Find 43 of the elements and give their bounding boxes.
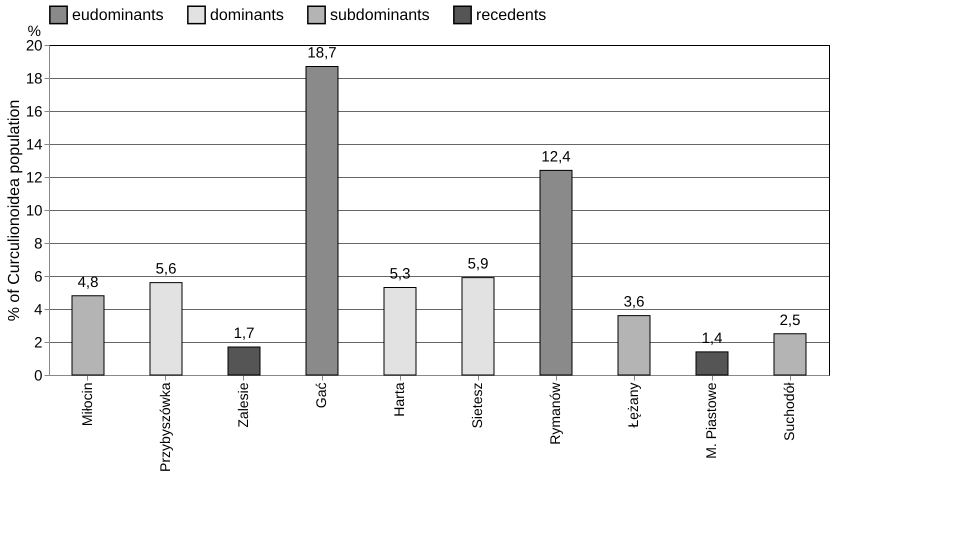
data-label: 18,7 [307,44,337,62]
text: % [28,23,41,40]
x-tick-label: Zalesie [235,382,251,428]
x-tick-label: Rymanów [547,382,563,445]
legend-label: recedents [476,6,546,24]
x-tick-label: M. Piastowe [703,382,719,459]
y-tick-label: 14 [26,136,42,154]
y-tick-label: 4 [34,302,42,318]
y-tick-label: 6 [34,268,42,286]
legend-label: dominants [210,6,284,24]
y-tick-label: 0 [34,368,42,384]
y-tick-label: 16 [26,104,42,120]
bar [384,287,416,376]
x-tick-label: Miłocin [79,382,95,426]
legend-label: eudominants [72,6,164,24]
x-tick-label: Gać [313,382,329,408]
legend-label: subdominants [330,6,430,24]
data-label: 2,5 [780,312,800,329]
y-tick-label: 10 [26,202,42,220]
y-tick-label: 20 [26,38,42,54]
bar [150,282,182,376]
data-label: 5,6 [156,260,176,278]
bar [72,295,104,376]
data-label: 4,8 [78,274,98,291]
bar [228,346,260,376]
data-label: 3,6 [624,294,644,311]
x-tick-label: Przybyszówka [157,382,173,472]
bar [618,315,650,376]
data-label: 12,4 [541,148,571,166]
bar [774,333,806,376]
bar [462,277,494,376]
x-tick-label: Suchodół [781,382,797,441]
y-axis-title: % of Curculionoidea population [6,100,23,322]
bar [696,351,728,376]
y-tick-label: 18 [26,70,42,88]
y-tick-label: 2 [34,334,42,352]
x-tick-label: Harta [391,382,407,417]
x-tick-label: Łężany [625,382,641,428]
y-tick-label: 12 [26,170,42,186]
data-label: 5,9 [468,256,488,273]
data-label: 1,7 [234,324,254,342]
x-tick-label: Sietesz [469,382,485,428]
y-tick-label: 8 [34,236,42,252]
